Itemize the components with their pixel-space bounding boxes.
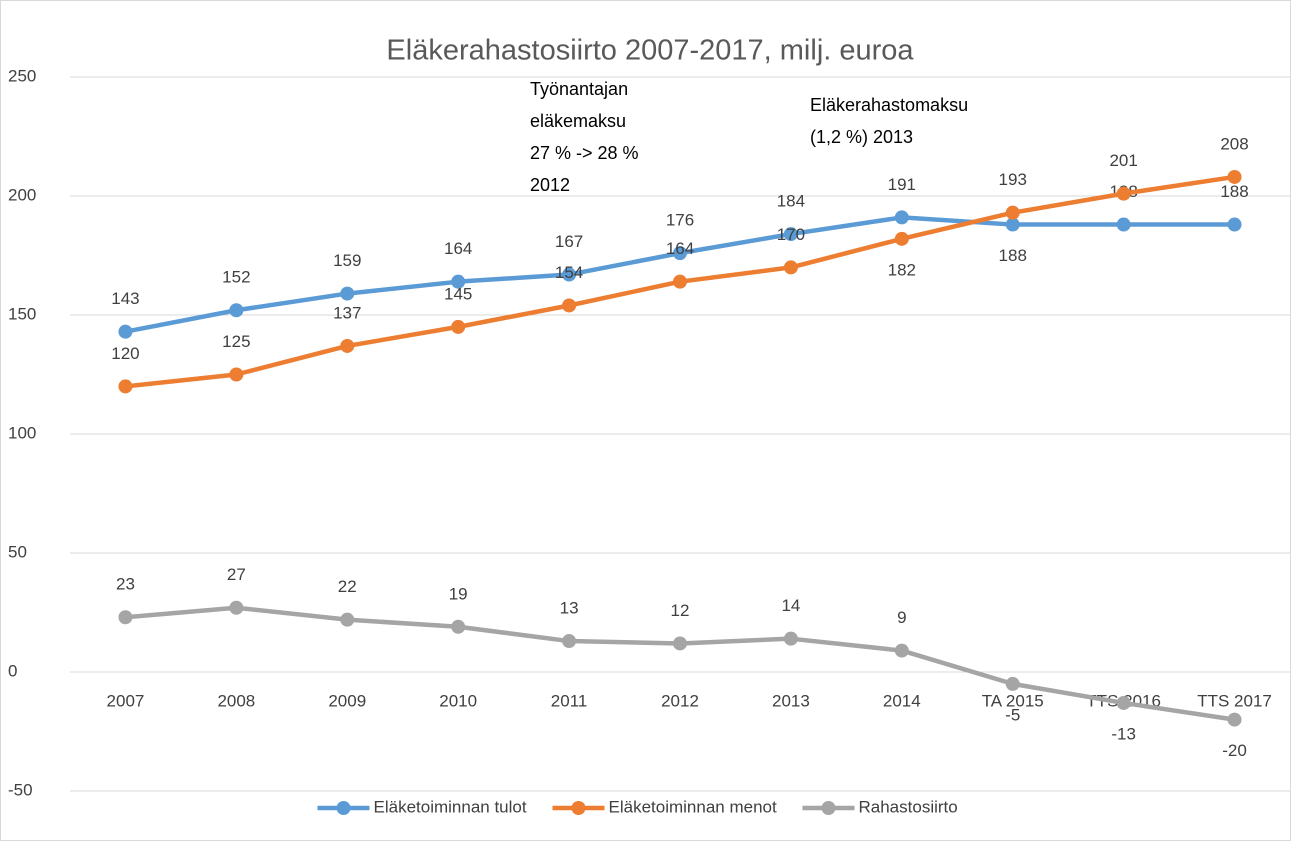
data-point <box>340 286 355 301</box>
data-label: 120 <box>111 344 139 363</box>
annotation: Eläkerahastomaksu <box>810 95 968 115</box>
data-point <box>894 643 909 658</box>
annotation: eläkemaksu <box>530 111 626 131</box>
data-label: 188 <box>1220 182 1248 201</box>
data-label: 13 <box>560 599 579 618</box>
x-tick-label: 2012 <box>661 691 699 710</box>
data-label: 23 <box>116 575 135 594</box>
data-label: 14 <box>781 596 800 615</box>
data-label: 188 <box>999 246 1027 265</box>
x-tick-label: 2007 <box>107 691 145 710</box>
data-point <box>118 379 133 394</box>
data-point <box>1227 217 1242 232</box>
data-label: 176 <box>666 211 694 230</box>
data-point <box>894 210 909 225</box>
data-label: -20 <box>1222 741 1247 760</box>
data-point <box>673 636 687 651</box>
data-point <box>562 634 577 649</box>
data-point <box>451 274 466 289</box>
data-label: 159 <box>333 251 361 270</box>
y-tick-label: 50 <box>8 542 27 561</box>
data-label: 208 <box>1220 134 1248 153</box>
legend-marker <box>571 801 586 815</box>
data-point <box>1227 169 1242 184</box>
data-point <box>451 619 466 634</box>
data-label: 152 <box>222 268 250 287</box>
annotation: 27 % -> 28 % <box>530 143 639 163</box>
legend-label: Rahastosiirto <box>859 797 958 816</box>
data-point <box>451 319 466 334</box>
data-point <box>118 610 133 625</box>
data-point <box>673 274 687 289</box>
data-point <box>673 246 687 261</box>
x-tick-label: 2009 <box>328 691 366 710</box>
annotation: 2012 <box>530 175 570 195</box>
data-point <box>229 600 244 615</box>
data-label: 143 <box>111 289 139 308</box>
data-label: 145 <box>444 284 472 303</box>
legend-marker <box>821 801 836 815</box>
data-label: 9 <box>897 608 906 627</box>
data-point <box>229 367 244 382</box>
data-label: 164 <box>666 239 694 258</box>
data-point <box>1116 186 1131 201</box>
data-point <box>1116 217 1131 232</box>
legend-label: Eläketoiminnan tulot <box>374 797 527 816</box>
x-tick-label: 2014 <box>883 691 921 710</box>
annotation: Työnantajan <box>530 79 628 99</box>
data-point <box>894 231 909 246</box>
data-point <box>340 612 355 627</box>
data-label: 22 <box>338 577 357 596</box>
data-label: 201 <box>1109 151 1137 170</box>
data-label: 154 <box>555 263 583 282</box>
y-tick-label: 0 <box>8 661 17 680</box>
data-label: 170 <box>777 225 805 244</box>
data-point <box>118 324 133 339</box>
data-label: 167 <box>555 232 583 251</box>
data-label: 137 <box>333 303 361 322</box>
data-point <box>1116 695 1131 710</box>
x-tick-label: 2008 <box>217 691 255 710</box>
data-label: 182 <box>888 260 916 279</box>
chart-title: Eläkerahastosiirto 2007-2017, milj. euro… <box>386 35 914 67</box>
x-tick-label: 2013 <box>772 691 810 710</box>
data-label: 27 <box>227 565 246 584</box>
x-tick-label: TTS 2017 <box>1197 691 1272 710</box>
y-tick-label: 150 <box>8 304 36 323</box>
y-tick-label: 200 <box>8 185 36 204</box>
data-label: 19 <box>449 584 468 603</box>
data-point <box>340 338 355 353</box>
data-point <box>562 298 577 313</box>
data-point <box>562 267 577 282</box>
data-label: 191 <box>888 175 916 194</box>
data-point <box>783 631 798 646</box>
data-label: 164 <box>444 239 472 258</box>
x-tick-label: 2011 <box>551 691 588 710</box>
data-point <box>229 303 244 318</box>
data-label: 193 <box>999 170 1027 189</box>
y-tick-label: 100 <box>8 423 36 442</box>
data-label: 125 <box>222 332 250 351</box>
data-label: -5 <box>1005 705 1020 724</box>
data-point <box>783 260 798 275</box>
data-label: 184 <box>777 192 805 211</box>
x-tick-label: TA 2015 <box>982 691 1044 710</box>
data-point <box>1005 676 1020 691</box>
data-label: -13 <box>1111 724 1136 743</box>
legend-marker <box>336 801 351 815</box>
y-tick-label: 250 <box>8 66 36 85</box>
data-point <box>1005 205 1020 220</box>
annotation: (1,2 %) 2013 <box>810 127 913 147</box>
data-point <box>1005 217 1020 232</box>
data-point <box>783 227 798 242</box>
data-label: 12 <box>671 601 690 620</box>
y-tick-label: -50 <box>8 780 33 799</box>
legend-label: Eläketoiminnan menot <box>609 797 777 816</box>
data-point <box>1227 712 1242 727</box>
x-tick-label: 2010 <box>439 691 477 710</box>
